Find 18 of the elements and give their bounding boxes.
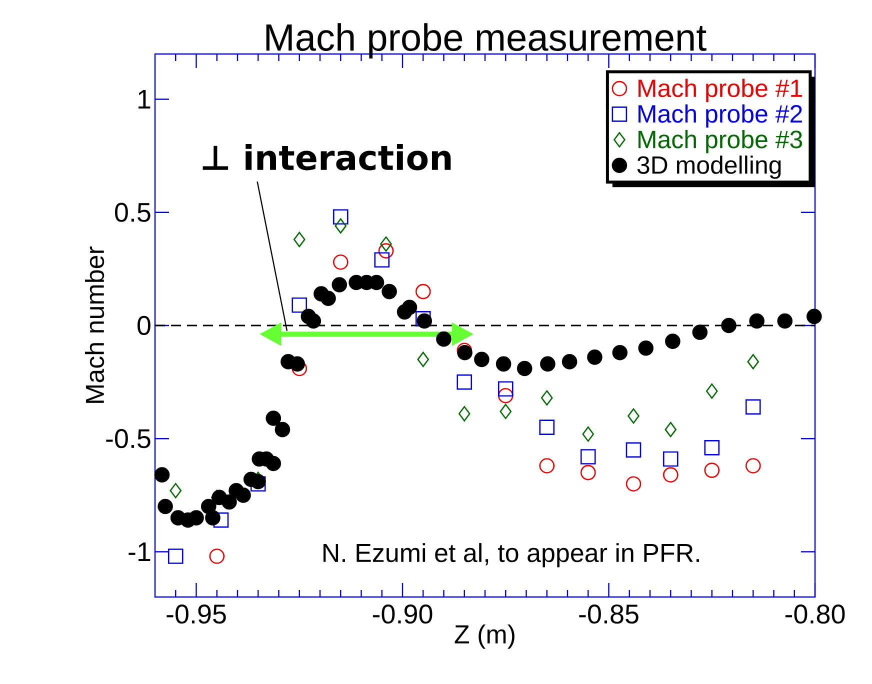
legend-label: Mach probe #2 <box>638 104 802 128</box>
y-axis-title: Mach number <box>85 246 104 403</box>
x-tick-label: -0.95 <box>166 604 226 624</box>
annotation: ⊥ interaction <box>202 144 451 170</box>
chart-title: Mach probe measurement <box>266 23 706 58</box>
x-tick-label: -0.90 <box>372 604 432 624</box>
y-tick-label: 0.5 <box>115 202 150 222</box>
legend-label: 3D modelling <box>637 156 781 179</box>
x-tick-label: -0.85 <box>579 604 638 624</box>
annotation: N. Ezumi et al, to appear in PFR. <box>324 543 699 568</box>
x-axis-title: Z (m) <box>454 624 514 649</box>
y-tick-label: -0.5 <box>106 429 150 448</box>
y-tick-label: 0 <box>138 316 150 336</box>
x-tick-label: -0.80 <box>785 604 845 624</box>
y-tick-label: 1 <box>138 90 150 109</box>
legend-label: Mach probe #3 <box>638 130 802 154</box>
legend-label: Mach probe #1 <box>638 78 802 102</box>
y-tick-label: -1 <box>128 542 150 562</box>
